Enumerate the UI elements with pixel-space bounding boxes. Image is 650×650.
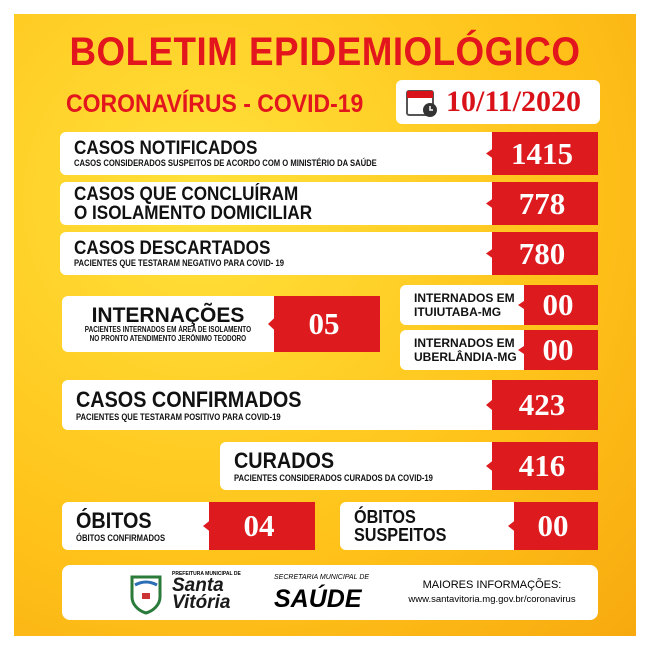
isolamento-value: 778 (486, 182, 598, 225)
desc: PACIENTES QUE TESTARAM NEGATIVO PARA COV… (74, 258, 284, 268)
city-logo: Santa Vitória (172, 575, 231, 613)
internacoes-card: INTERNAÇÕES PACIENTES INTERNADOS EM ÁREA… (62, 296, 274, 352)
label: CASOS DESCARTADOS (74, 238, 271, 259)
obitos-suspeitos-card: ÓBITOS SUSPEITOS (340, 502, 514, 550)
desc: ÓBITOS CONFIRMADOS (76, 533, 166, 543)
city-name: Vitória (172, 592, 231, 613)
city-crest-icon (130, 575, 162, 615)
website-link[interactable]: www.santavitoria.mg.gov.br/coronavirus (408, 594, 576, 605)
descartados-card: CASOS DESCARTADOS PACIENTES QUE TESTARAM… (60, 232, 492, 275)
label: UBERLÂNDIA-MG (414, 350, 517, 364)
curados-value: 416 (486, 442, 598, 490)
date-box: 10/11/2020 (396, 80, 600, 124)
uberlandia-value: 00 (518, 330, 598, 370)
curados-card: CURADOS PACIENTES CONSIDERADOS CURADOS D… (220, 442, 492, 490)
page-title: BOLETIM EPIDEMIOLÓGICO (69, 30, 581, 74)
confirmados-card: CASOS CONFIRMADOS PACIENTES QUE TESTARAM… (62, 380, 492, 430)
confirmados-value: 423 (486, 380, 598, 430)
desc: PACIENTES QUE TESTARAM POSITIVO PARA COV… (76, 412, 281, 422)
date: 10/11/2020 (446, 85, 582, 118)
desc: NO PRONTO ATENDIMENTO JERÔNIMO TEODORO (89, 333, 247, 343)
ituiutaba-card: INTERNADOS EM ITUIUTABA-MG (400, 285, 524, 325)
secretaria-label: SECRETARIA MUNICIPAL DE (274, 574, 370, 581)
obitos-value: 04 (203, 502, 315, 550)
label: CASOS NOTIFICADOS (74, 138, 258, 159)
desc: PACIENTES CONSIDERADOS CURADOS DA COVID-… (234, 473, 433, 483)
subtitle: CORONAVÍRUS - COVID-19 (66, 90, 364, 118)
label: SUSPEITOS (354, 525, 447, 545)
footer: PREFEITURA MUNICIPAL DE Santa Vitória SEC… (62, 565, 598, 620)
label: CASOS QUE CONCLUÍRAM (74, 183, 299, 205)
obitos-card: ÓBITOS ÓBITOS CONFIRMADOS (62, 502, 210, 550)
notificados-card: CASOS NOTIFICADOS CASOS CONSIDERADOS SUS… (60, 132, 492, 175)
internacoes-value: 05 (268, 296, 380, 352)
city-name: Santa (172, 575, 224, 596)
obitos-suspeitos-value: 00 (508, 502, 598, 550)
label: CURADOS (234, 448, 335, 473)
descartados-value: 780 (486, 232, 598, 275)
label: ÓBITOS (354, 507, 416, 527)
desc: CASOS CONSIDERADOS SUSPEITOS DE ACORDO C… (74, 158, 377, 168)
label: ÓBITOS (76, 508, 152, 533)
ituiutaba-value: 00 (518, 285, 598, 325)
label: CASOS CONFIRMADOS (76, 387, 302, 412)
desc: PACIENTES INTERNADOS EM ÁREA DE ISOLAMEN… (84, 324, 252, 334)
label: ITUIUTABA-MG (414, 305, 502, 319)
calendar-icon (406, 90, 437, 117)
label: INTERNADOS EM (414, 336, 515, 350)
prefeitura-label: PREFEITURA MUNICIPAL DE (172, 571, 241, 577)
info-label: MAIORES INFORMAÇÕES: (422, 579, 562, 591)
saude-logo: SAÚDE (274, 585, 362, 613)
uberlandia-card: INTERNADOS EM UBERLÂNDIA-MG (400, 330, 524, 370)
label: INTERNAÇÕES (91, 303, 245, 327)
isolamento-card: CASOS QUE CONCLUÍRAM O ISOLAMENTO DOMICI… (60, 182, 492, 225)
notificados-value: 1415 (486, 132, 598, 175)
label: INTERNADOS EM (414, 291, 515, 305)
label: O ISOLAMENTO DOMICILIAR (74, 202, 313, 224)
